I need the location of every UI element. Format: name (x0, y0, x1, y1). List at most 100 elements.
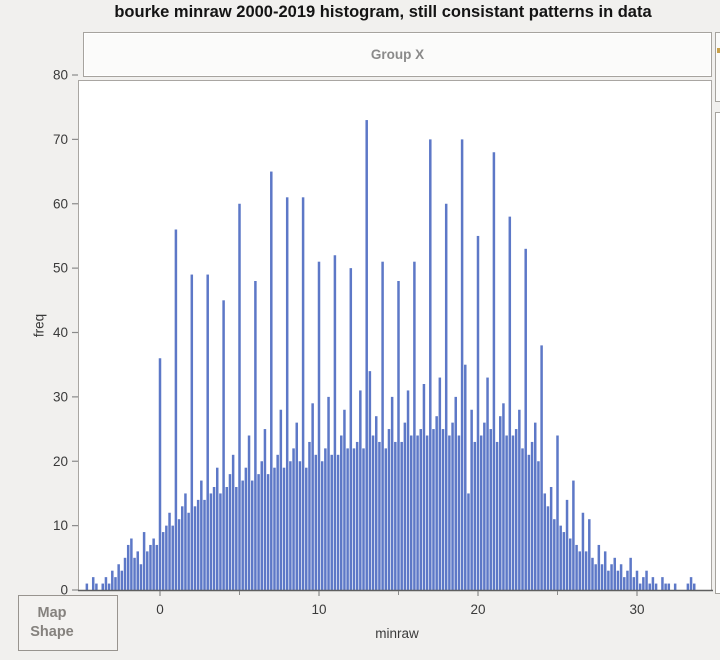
histogram-bar[interactable] (101, 583, 105, 590)
histogram-bar[interactable] (133, 557, 136, 590)
histogram-bar[interactable] (508, 216, 512, 591)
histogram-bar[interactable] (371, 435, 375, 591)
histogram-bar[interactable] (543, 493, 547, 590)
histogram-bar[interactable] (444, 203, 448, 590)
histogram-bar[interactable] (486, 377, 489, 590)
histogram-bar[interactable] (225, 487, 229, 590)
histogram-bar[interactable] (260, 461, 264, 590)
histogram-bar[interactable] (686, 583, 690, 590)
histogram-bar[interactable] (314, 454, 318, 590)
histogram-bar[interactable] (308, 441, 311, 590)
histogram-bar[interactable] (384, 448, 388, 591)
histogram-bar[interactable] (130, 538, 133, 591)
histogram-bar[interactable] (403, 422, 407, 591)
histogram-bar[interactable] (158, 358, 162, 590)
histogram-bar[interactable] (235, 487, 238, 590)
histogram-bar[interactable] (572, 480, 575, 590)
histogram-bar[interactable] (661, 577, 664, 591)
histogram-bar[interactable] (518, 409, 521, 590)
histogram-bar[interactable] (123, 557, 127, 590)
histogram-bar[interactable] (365, 120, 368, 590)
histogram-bar[interactable] (479, 435, 483, 591)
group-x-header[interactable]: Group X (83, 32, 712, 77)
histogram-bar[interactable] (155, 544, 159, 590)
histogram-bar[interactable] (626, 570, 629, 590)
histogram-bar[interactable] (610, 564, 613, 590)
histogram-bar[interactable] (556, 435, 559, 591)
histogram-bar[interactable] (340, 435, 343, 591)
histogram-bar[interactable] (568, 538, 572, 591)
histogram-bar[interactable] (139, 564, 143, 590)
histogram-bar[interactable] (648, 583, 651, 590)
histogram-bar[interactable] (616, 570, 620, 590)
histogram-bar[interactable] (438, 377, 442, 590)
histogram-bar[interactable] (689, 577, 693, 591)
histogram-bar[interactable] (470, 409, 473, 590)
histogram-bar[interactable] (645, 570, 648, 590)
histogram-bar[interactable] (368, 371, 372, 591)
histogram-bar[interactable] (530, 441, 534, 590)
histogram-bar[interactable] (270, 171, 273, 590)
histogram-bar[interactable] (276, 454, 279, 590)
histogram-bar[interactable] (104, 577, 108, 591)
histogram-bar[interactable] (553, 519, 556, 590)
histogram-bar[interactable] (120, 570, 124, 590)
histogram-bar[interactable] (355, 441, 359, 590)
histogram-bar[interactable] (429, 139, 432, 591)
histogram-bar[interactable] (581, 512, 585, 590)
histogram-bar[interactable] (250, 480, 254, 590)
histogram-bar[interactable] (152, 538, 155, 591)
histogram-bar[interactable] (212, 487, 216, 590)
histogram-bar[interactable] (473, 441, 477, 590)
histogram-bar[interactable] (565, 499, 569, 591)
histogram-bar[interactable] (499, 416, 502, 590)
histogram-bar[interactable] (514, 429, 518, 590)
histogram-bar[interactable] (692, 583, 696, 590)
histogram-bar[interactable] (301, 197, 305, 590)
histogram-bar[interactable] (537, 461, 540, 590)
histogram-bar[interactable] (244, 467, 248, 590)
histogram-bar[interactable] (511, 435, 515, 591)
histogram-bar[interactable] (257, 474, 260, 591)
histogram-bar[interactable] (171, 525, 174, 591)
histogram-bar[interactable] (549, 487, 553, 590)
histogram-bar[interactable] (397, 281, 400, 590)
histogram-bar[interactable] (352, 448, 356, 591)
histogram-bar[interactable] (126, 544, 130, 590)
histogram-bar[interactable] (540, 345, 543, 591)
histogram-bar[interactable] (578, 551, 582, 591)
histogram-bar[interactable] (200, 480, 203, 590)
y-axis-title[interactable]: freq (31, 313, 47, 338)
histogram-bar[interactable] (219, 493, 222, 590)
histogram-bar[interactable] (635, 570, 639, 590)
histogram-bar[interactable] (422, 384, 426, 590)
histogram-bar[interactable] (584, 551, 588, 591)
histogram-bar[interactable] (263, 429, 267, 590)
histogram-bar[interactable] (378, 441, 381, 590)
histogram-bar[interactable] (381, 261, 384, 590)
histogram-bar[interactable] (502, 403, 505, 590)
histogram-bar[interactable] (524, 248, 527, 590)
histogram-bar[interactable] (136, 551, 139, 591)
histogram-bar[interactable] (374, 416, 378, 590)
histogram-bar[interactable] (114, 577, 117, 591)
histogram-bar[interactable] (317, 261, 321, 590)
histogram-bar[interactable] (359, 390, 362, 590)
histogram-bar[interactable] (193, 506, 197, 590)
histogram-bar[interactable] (597, 544, 601, 590)
histogram-bar[interactable] (327, 396, 330, 591)
histogram-bar[interactable] (492, 152, 496, 590)
histogram-bar[interactable] (161, 532, 165, 590)
histogram-bar[interactable] (238, 203, 241, 590)
histogram-bar[interactable] (406, 390, 410, 590)
map-shape-button[interactable]: Map Shape (18, 595, 118, 651)
histogram-bar[interactable] (387, 429, 391, 590)
histogram-bar[interactable] (390, 396, 394, 591)
histogram-bar[interactable] (168, 512, 171, 590)
histogram-bar[interactable] (619, 564, 623, 590)
histogram-bar[interactable] (107, 583, 111, 590)
histogram-bar[interactable] (324, 448, 327, 591)
histogram-bar[interactable] (638, 583, 642, 590)
histogram-bar[interactable] (174, 229, 178, 591)
histogram-bar[interactable] (483, 422, 486, 591)
